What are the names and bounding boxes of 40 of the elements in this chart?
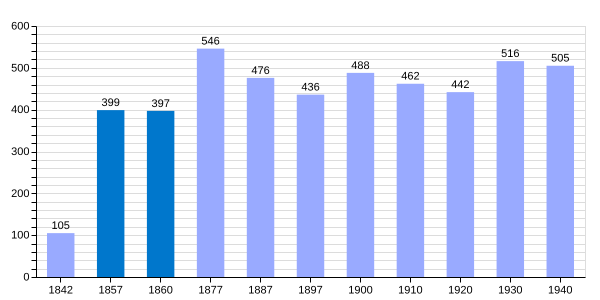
bar xyxy=(96,110,124,277)
y-tick-label: 600 xyxy=(11,20,30,32)
x-tick-label: 1857 xyxy=(98,284,123,296)
x-tick-label: 1920 xyxy=(448,284,473,296)
x-tick-label: 1930 xyxy=(498,284,523,296)
bar xyxy=(46,233,74,277)
bar xyxy=(296,94,324,277)
bar xyxy=(196,48,224,277)
data-label: 105 xyxy=(52,220,70,232)
x-tick-label: 1897 xyxy=(298,284,323,296)
bar xyxy=(546,66,574,277)
bar xyxy=(246,78,274,277)
y-tick-label: 100 xyxy=(11,230,30,242)
data-label: 462 xyxy=(401,70,420,83)
x-tick-label: 1860 xyxy=(148,284,173,296)
bar xyxy=(346,72,374,277)
data-label: 397 xyxy=(151,98,170,110)
data-label: 516 xyxy=(501,48,520,60)
x-tick-label: 1900 xyxy=(348,284,373,296)
x-tick-label: 1842 xyxy=(48,284,73,296)
x-tick-label: 1877 xyxy=(198,284,223,296)
data-label: 546 xyxy=(201,36,220,48)
bar xyxy=(446,92,474,277)
x-tick-label: 1910 xyxy=(398,284,423,296)
data-label: 442 xyxy=(451,79,470,92)
y-tick-label: 400 xyxy=(11,104,30,116)
y-tick-label: 500 xyxy=(11,62,30,74)
y-tick-label: 0 xyxy=(23,272,30,284)
x-tick-label: 1887 xyxy=(248,284,273,296)
data-label: 505 xyxy=(551,52,570,65)
y-tick-label: 300 xyxy=(11,146,30,158)
data-label: 436 xyxy=(301,82,320,94)
data-label: 476 xyxy=(251,64,270,77)
bar xyxy=(496,61,524,277)
y-tick-label: 200 xyxy=(11,188,30,200)
bar xyxy=(146,110,174,277)
bar xyxy=(396,84,424,277)
data-label: 399 xyxy=(102,97,120,110)
x-tick-label: 1940 xyxy=(548,284,573,296)
data-label: 488 xyxy=(351,60,370,72)
